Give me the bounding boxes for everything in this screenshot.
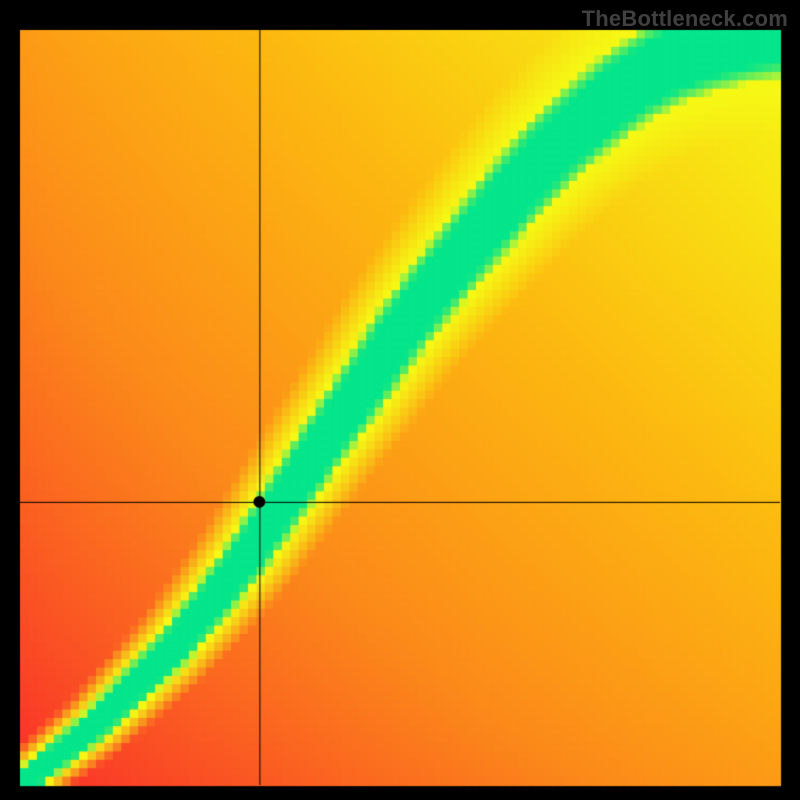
watermark-text: TheBottleneck.com [582, 6, 788, 32]
chart-container: TheBottleneck.com [0, 0, 800, 800]
bottleneck-heatmap [0, 0, 800, 800]
